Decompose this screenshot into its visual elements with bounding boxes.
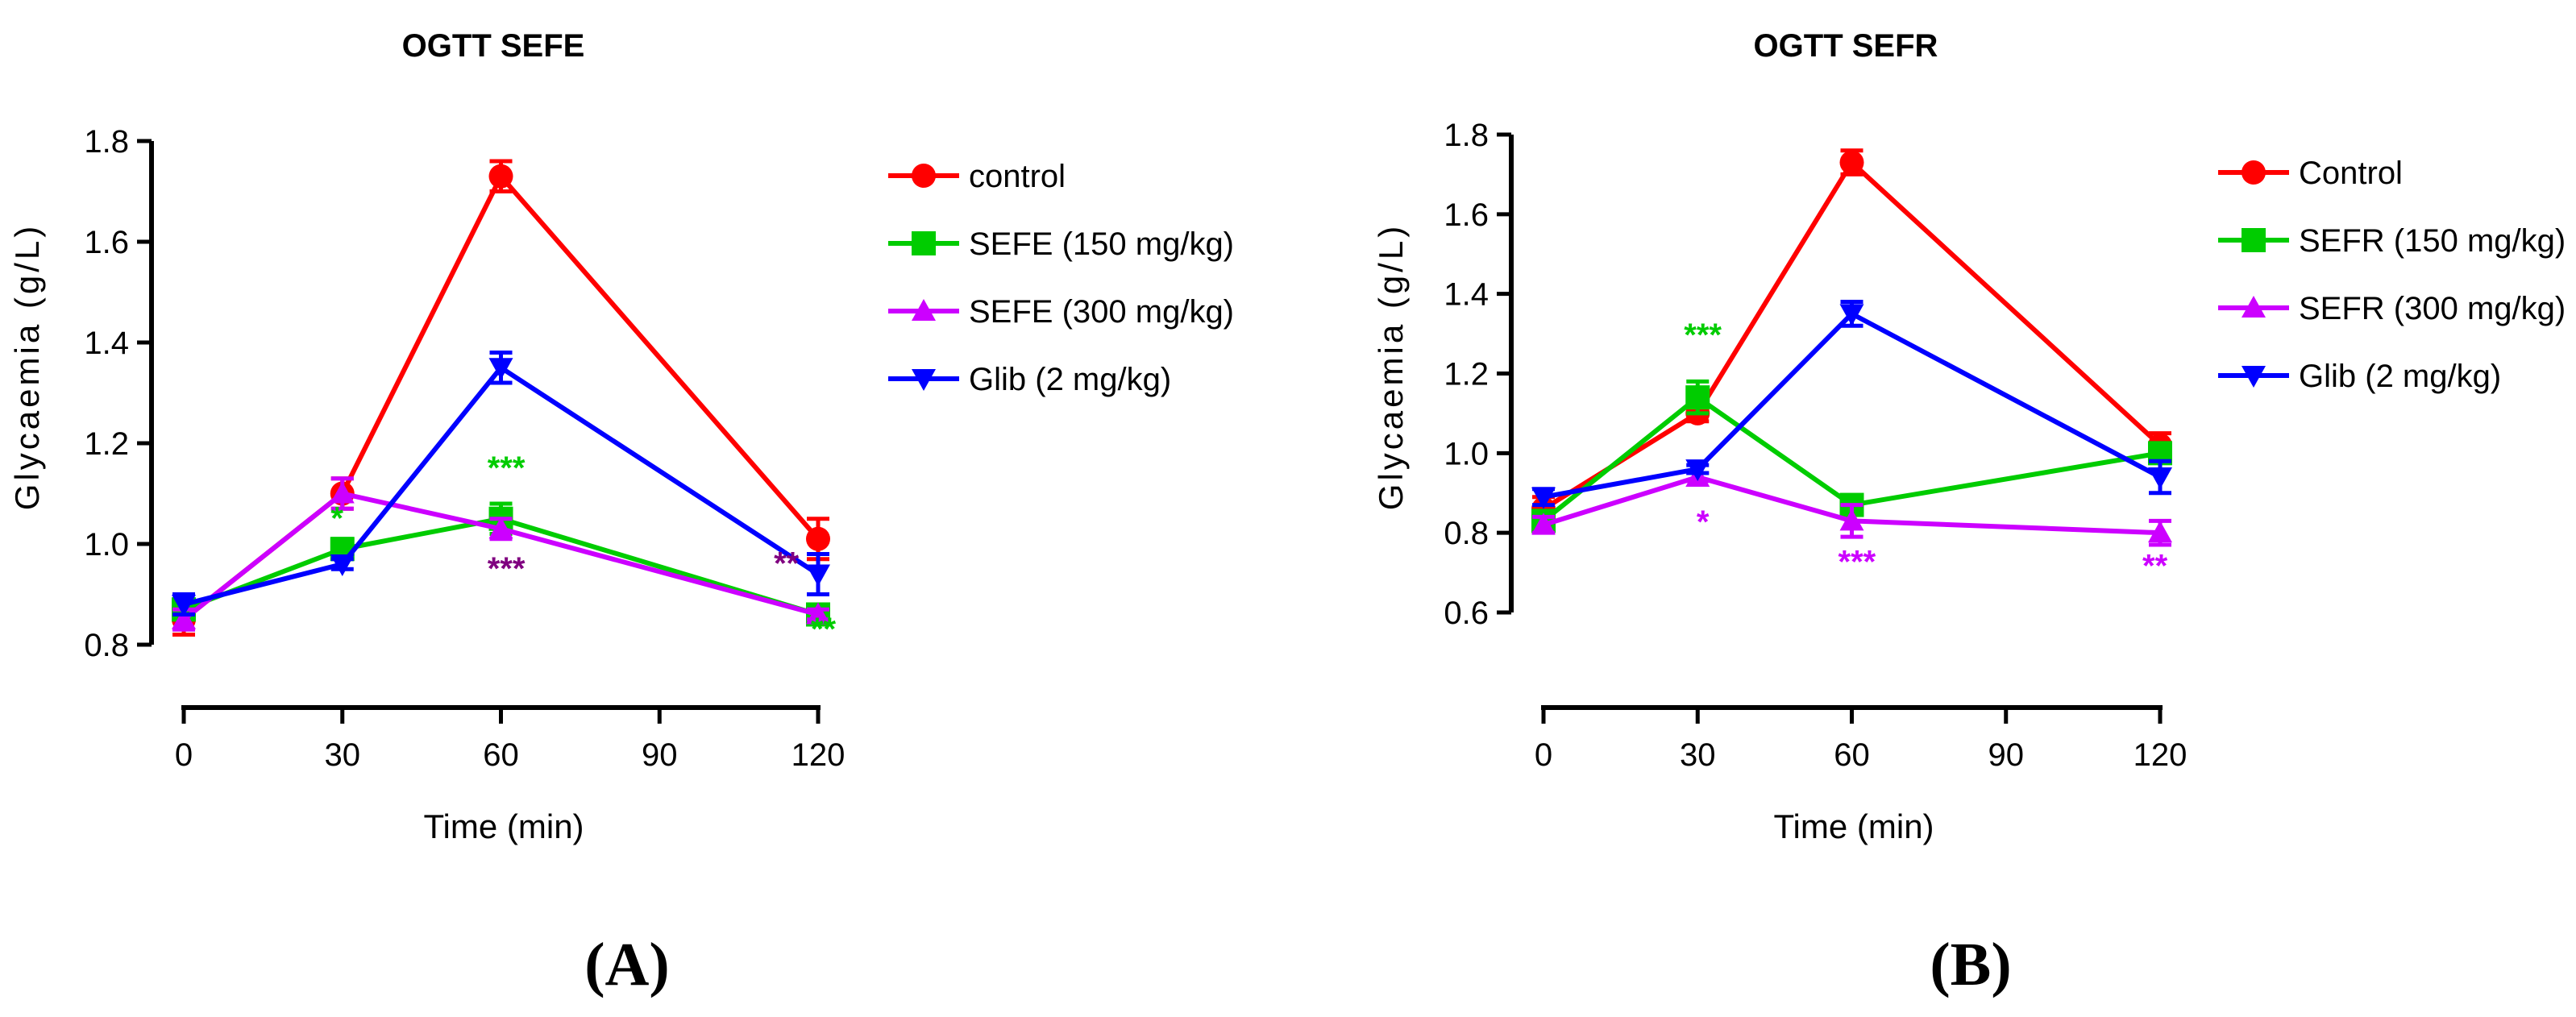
- legend-item: control: [888, 159, 1066, 194]
- chart-panel-b: OGTT SEFR (B) 0.6 0.8 1.0 1.2 1.4 1.6 1.8 Glycaem…: [1372, 28, 2566, 998]
- series-4: [1531, 300, 2172, 509]
- x-tick-label: 60: [1834, 737, 1870, 773]
- data-point: [172, 607, 196, 629]
- series-2: [1531, 379, 2172, 533]
- y-tick-label: 0.8: [84, 628, 129, 663]
- data-point: [172, 595, 196, 616]
- series-line: [1542, 395, 2161, 523]
- x-axis-label: Time (min): [423, 807, 584, 845]
- y-tick-label: 1.6: [1444, 197, 1489, 233]
- y-axis-label: Glycaemia (g/L): [1372, 223, 1410, 510]
- significance-annotation: ***: [488, 551, 526, 587]
- data-point: [806, 602, 830, 625]
- data-point: [806, 526, 830, 551]
- legend-marker: [2242, 160, 2266, 185]
- data-point: [488, 164, 513, 189]
- legend-label: SEFR (300 mg/kg): [2299, 291, 2566, 326]
- chart-title: OGTT SEFE: [402, 28, 585, 64]
- data-point: [1685, 459, 1710, 482]
- significance-annotation: *: [1697, 504, 1710, 540]
- significance-annotation: *: [330, 500, 343, 536]
- y-tick-label: 0.8: [1444, 516, 1489, 551]
- y-tick-label: 1.2: [1444, 357, 1489, 392]
- series-line: [1543, 474, 2161, 536]
- legend-item: SEFE (300 mg/kg): [888, 294, 1234, 330]
- significance-annotation: ***: [1684, 318, 1722, 353]
- series-line: [182, 516, 819, 617]
- legend-item: Control: [2218, 156, 2403, 191]
- series-line: [183, 365, 820, 607]
- y-tick-label: 1.4: [1444, 277, 1489, 313]
- series-line: [1543, 311, 2162, 500]
- y-tick-label: 1.2: [84, 426, 129, 462]
- legend-item: Glib (2 mg/kg): [888, 362, 1171, 397]
- y-tick-label: 1.8: [84, 124, 129, 160]
- legend-marker: [2242, 228, 2266, 252]
- significance-annotation: **: [774, 546, 800, 582]
- legend-marker: [912, 299, 936, 321]
- data-point: [1531, 487, 1556, 509]
- x-tick-label: 0: [1535, 737, 1552, 773]
- legend-marker: [912, 231, 936, 255]
- legend-marker: [2242, 366, 2266, 388]
- legend-item: Glib (2 mg/kg): [2218, 359, 2501, 394]
- legend-item: SEFR (300 mg/kg): [2218, 291, 2566, 326]
- series-line: [182, 491, 819, 622]
- x-tick-label: 30: [1680, 737, 1716, 773]
- x-tick-label: 60: [483, 737, 519, 773]
- data-point: [806, 564, 830, 587]
- legend-label: SEFE (300 mg/kg): [969, 294, 1234, 330]
- legend-marker: [912, 164, 936, 188]
- data-point: [1685, 385, 1710, 410]
- y-tick-label: 1.6: [84, 225, 129, 260]
- legend-label: control: [969, 159, 1066, 194]
- panel-label: (A): [584, 931, 670, 998]
- data-point: [330, 481, 355, 504]
- panel-label: (B): [1930, 931, 2011, 998]
- data-point: [1531, 513, 1556, 535]
- legend-marker: [2242, 296, 2266, 318]
- significance-annotation: **: [2142, 549, 2168, 584]
- chart-panel-a: OGTT SEFE (A) 0.8 1.0 1.2 1.4 1.6 1.8 Glycaemia …: [8, 28, 1234, 998]
- data-point: [1839, 508, 1864, 531]
- y-tick-label: 1.4: [84, 326, 129, 361]
- data-point: [488, 358, 513, 380]
- y-tick-label: 0.6: [1444, 596, 1489, 631]
- y-tick-label: 1.0: [1444, 436, 1489, 471]
- y-tick-label: 1.0: [84, 527, 129, 562]
- legend-label: SEFR (150 mg/kg): [2299, 223, 2566, 259]
- y-axis-label: Glycaemia (g/L): [8, 223, 46, 510]
- significance-annotation: ***: [488, 450, 526, 486]
- data-point: [330, 554, 355, 576]
- x-tick-label: 90: [642, 737, 678, 773]
- data-point: [488, 517, 513, 539]
- chart-title: OGTT SEFR: [1754, 28, 1938, 64]
- data-point: [1839, 304, 1864, 326]
- x-tick-label: 120: [791, 737, 846, 773]
- legend-marker: [912, 369, 936, 391]
- legend-label: Control: [2299, 156, 2403, 191]
- x-axis-label: Time (min): [1773, 807, 1934, 845]
- legend-item: SEFE (150 mg/kg): [888, 226, 1234, 262]
- series-4: [172, 351, 830, 616]
- legend-item: SEFR (150 mg/kg): [2218, 223, 2566, 259]
- legend-label: Glib (2 mg/kg): [969, 362, 1171, 397]
- significance-annotation: **: [811, 612, 837, 647]
- x-tick-label: 30: [325, 737, 361, 773]
- y-tick-label: 1.8: [1444, 118, 1489, 153]
- x-tick-label: 0: [175, 737, 193, 773]
- data-point: [2148, 467, 2172, 489]
- x-tick-label: 120: [2134, 737, 2188, 773]
- data-point: [1839, 150, 1864, 175]
- significance-annotation: ***: [1839, 545, 1876, 580]
- legend-label: SEFE (150 mg/kg): [969, 226, 1234, 262]
- data-point: [2148, 521, 2172, 543]
- x-tick-label: 90: [1988, 737, 2025, 773]
- legend-label: Glib (2 mg/kg): [2299, 359, 2501, 394]
